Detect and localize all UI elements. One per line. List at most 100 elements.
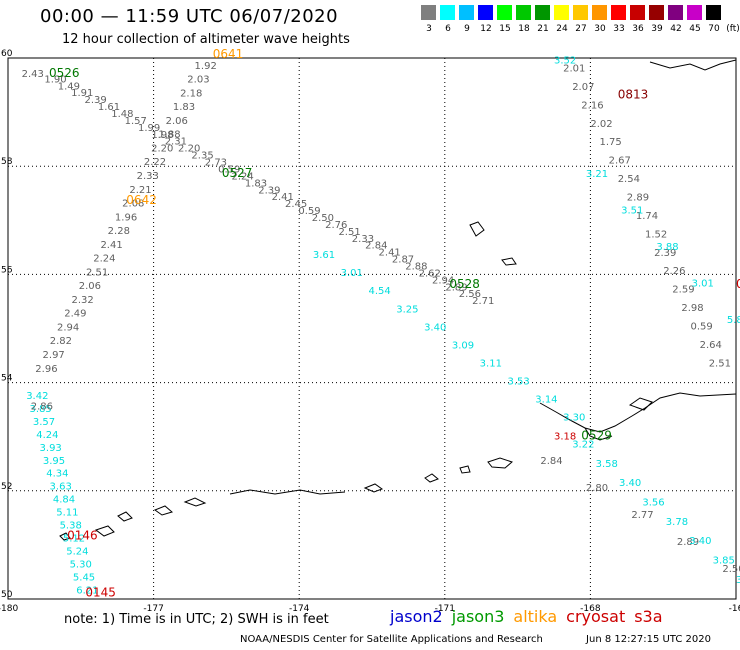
- footer-note: note: 1) Time is in UTC; 2) SWH is in fe…: [64, 612, 329, 627]
- lat-tick-label: 60: [1, 49, 13, 59]
- swh-value: 2.94: [57, 322, 79, 333]
- swh-value: 2.51: [338, 227, 360, 238]
- swh-value: 2.39: [654, 248, 676, 259]
- map-frame: [7, 57, 737, 600]
- swh-value: 0.59: [218, 164, 240, 175]
- swh-value: 3.40: [619, 478, 641, 489]
- scale-swatch: [459, 5, 474, 20]
- swh-value: 2.80: [586, 483, 608, 494]
- scale-label: 3: [426, 24, 432, 34]
- swh-value: 1.98: [151, 130, 173, 141]
- swh-value: 5.11: [56, 508, 78, 519]
- scale-swatch: [592, 5, 607, 20]
- swh-value: 2.54: [618, 174, 640, 185]
- swh-value: 2.18: [180, 88, 202, 99]
- coastline: [229, 489, 346, 495]
- swh-value: 2.35: [191, 151, 213, 162]
- swh-value: 2.67: [609, 156, 631, 167]
- coastline: [649, 59, 737, 71]
- swh-value: 4.54: [368, 286, 390, 297]
- swh-value: 2.01: [563, 64, 585, 75]
- swh-value: 3.30: [563, 412, 585, 423]
- satellite-legend: jason2 jason3 altika cryosat s3a: [390, 607, 672, 626]
- page-title: 00:00 — 11:59 UTC 06/07/2020: [40, 6, 339, 27]
- coastline: [469, 221, 485, 237]
- scale-swatch: [478, 5, 493, 20]
- swh-value: 3.57: [33, 417, 55, 428]
- coastline: [584, 427, 613, 441]
- swh-value: 3.40: [689, 536, 711, 547]
- scale-label: 27: [575, 24, 587, 34]
- swh-value: 1.96: [115, 212, 137, 223]
- swh-value: 5.24: [66, 547, 88, 558]
- swh-value: 2.39: [258, 185, 280, 196]
- swh-value: 2.24: [93, 254, 115, 265]
- lon-tick-label: -168: [580, 604, 601, 614]
- swh-value: 2.51: [709, 358, 731, 369]
- swh-value: 3.95: [43, 456, 65, 467]
- swh-value: 3.78: [666, 517, 688, 528]
- swh-value: 1.75: [600, 137, 622, 148]
- swh-value: 1.88: [158, 130, 180, 141]
- scale-swatch: [421, 5, 436, 20]
- scale-swatch: [554, 5, 569, 20]
- swh-value: 3.42: [26, 391, 48, 402]
- scale-label: 36: [632, 24, 644, 34]
- swh-value: 4.34: [46, 469, 68, 480]
- swh-value: 1.90: [44, 74, 66, 85]
- swh-value: 2.03: [187, 75, 209, 86]
- swh-value: 2.56: [459, 289, 481, 300]
- scale-label: 6: [445, 24, 451, 34]
- swh-value: 2.96: [35, 364, 57, 375]
- swh-value: 2.26: [663, 266, 685, 277]
- scale-label: 39: [651, 24, 663, 34]
- scale-swatch: [706, 5, 721, 20]
- coastline: [94, 525, 115, 537]
- swh-value: 0.59: [298, 206, 320, 217]
- swh-value: 6.21: [76, 586, 98, 597]
- swh-value: 1.61: [98, 102, 120, 113]
- swh-value: 2.24: [232, 171, 254, 182]
- scale-label: 12: [480, 24, 492, 34]
- lat-tick-label: 52: [1, 482, 12, 492]
- coastline: [487, 457, 513, 469]
- swh-value: 2.41: [379, 248, 401, 259]
- scale-label: 24: [556, 24, 568, 34]
- coastline: [59, 532, 71, 541]
- pass-time-label: 0527: [222, 166, 253, 180]
- coastline: [153, 505, 174, 516]
- swh-value: 2.73: [205, 158, 227, 169]
- swh-value: 1.83: [173, 102, 195, 113]
- scale-label: 45: [689, 24, 701, 34]
- scale-label: (ft): [726, 24, 740, 34]
- swh-value: 2.06: [79, 281, 101, 292]
- lon-tick-label: -177: [143, 604, 163, 614]
- swh-value: 5.12: [63, 534, 85, 545]
- swh-value: 2.82: [50, 336, 72, 347]
- credit-line: NOAA/NESDIS Center for Satellite Applica…: [240, 634, 711, 645]
- pass-time-label: 0529: [581, 428, 612, 442]
- swh-value: 1.57: [125, 116, 147, 127]
- scale-label: 42: [670, 24, 682, 34]
- swh-value: 3.18: [554, 431, 576, 442]
- swh-value: 3.93: [40, 443, 62, 454]
- pass-time-label: 0: [736, 277, 740, 291]
- swh-value: 1.48: [111, 109, 133, 120]
- swh-value: 2.84: [540, 456, 562, 467]
- swh-value: 1.92: [195, 61, 217, 72]
- swh-value: 3.85: [30, 404, 52, 415]
- scale-swatch: [668, 5, 683, 20]
- swh-value: 2.43: [22, 69, 44, 80]
- swh-value: 3.51: [621, 206, 643, 217]
- swh-value: 0.59: [691, 322, 713, 333]
- lat-tick-label: 54: [1, 374, 13, 384]
- swh-value: 3.19: [736, 575, 740, 586]
- swh-value: 2.87: [392, 255, 414, 266]
- swh-value: 3.88: [656, 242, 678, 253]
- swh-value: 2.22: [144, 157, 166, 168]
- swh-value: 5.30: [70, 560, 92, 571]
- swh-value: 4.24: [36, 430, 58, 441]
- swh-value: 1.52: [645, 229, 667, 240]
- coastline: [539, 392, 737, 433]
- swh-value: 2.94: [432, 275, 454, 286]
